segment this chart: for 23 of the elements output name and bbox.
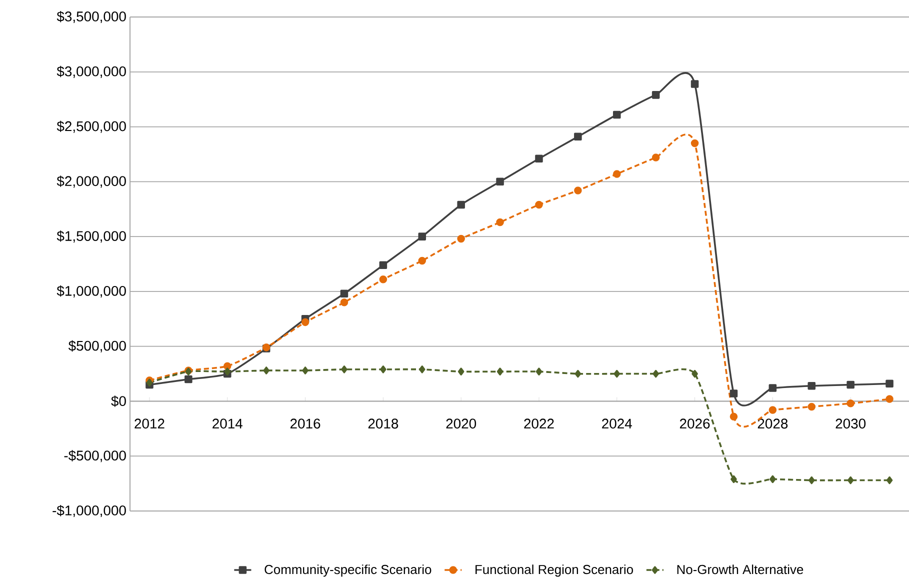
x-tick-label: 2028 — [758, 418, 788, 429]
y-tick-label: $500,000 — [68, 340, 126, 352]
x-tick-label: 2014 — [212, 418, 242, 429]
x-tick-label: 2030 — [836, 418, 866, 429]
x-tick-label: 2012 — [134, 418, 164, 429]
y-tick-label: -$500,000 — [64, 450, 126, 462]
x-tick-label: 2016 — [290, 418, 320, 429]
x-tick-label: 2024 — [602, 418, 632, 429]
x-tick-label: 2022 — [524, 418, 554, 429]
x-tick-label: 2026 — [680, 418, 710, 429]
legend-label: No-Growth Alternative — [677, 564, 804, 574]
y-tick-label: $3,000,000 — [56, 66, 126, 78]
x-tick-label: 2020 — [446, 418, 476, 429]
legend-label: Community-specific Scenario — [264, 564, 432, 577]
x-tick-label: 2018 — [368, 418, 398, 429]
y-tick-label: $1,000,000 — [56, 285, 126, 298]
y-tick-label: -$1,000,000 — [52, 504, 126, 518]
legend-label: Functional Region Scenario — [476, 564, 633, 577]
y-tick-label: $3,500,000 — [56, 10, 126, 24]
y-tick-label: $2,000,000 — [56, 176, 126, 188]
y-tick-label: $0 — [111, 396, 126, 407]
y-tick-label: $1,500,000 — [56, 230, 126, 243]
y-tick-label: $2,500,000 — [56, 120, 126, 133]
